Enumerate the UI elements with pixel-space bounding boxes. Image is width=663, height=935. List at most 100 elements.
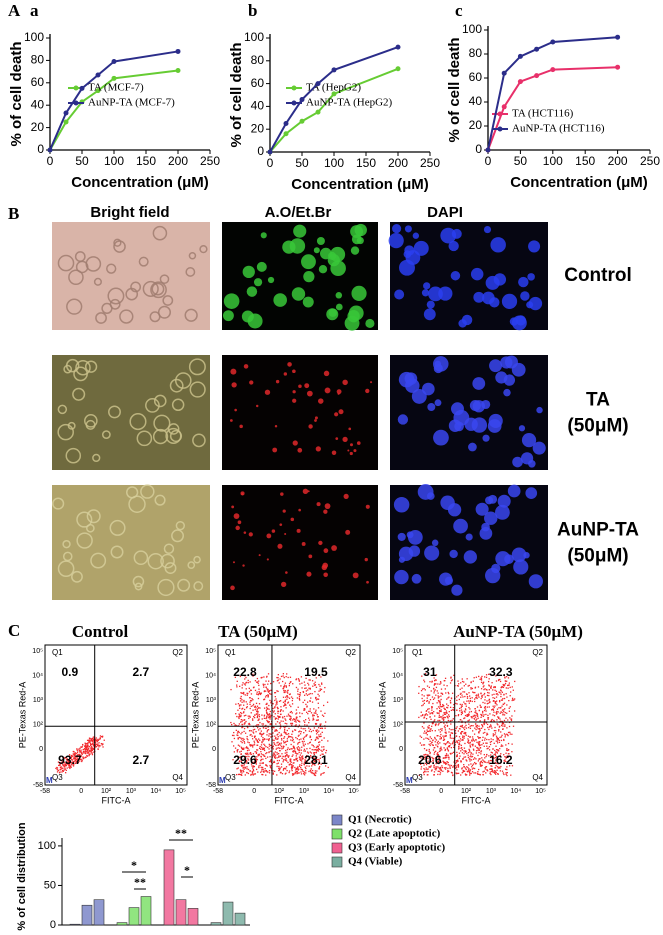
event-dot bbox=[302, 770, 303, 771]
event-dot bbox=[471, 711, 472, 712]
event-dot bbox=[244, 728, 245, 729]
event-dot bbox=[275, 745, 276, 746]
y-tick-label: 20 bbox=[251, 121, 265, 135]
event-dot bbox=[308, 771, 309, 772]
cell bbox=[273, 293, 287, 307]
cell bbox=[350, 452, 353, 455]
event-dot bbox=[268, 740, 269, 741]
event-dot bbox=[276, 763, 277, 764]
event-dot bbox=[320, 728, 321, 729]
event-dot bbox=[432, 681, 433, 682]
event-dot bbox=[482, 774, 483, 775]
event-dot bbox=[471, 725, 472, 726]
x-tick-label: 200 bbox=[608, 154, 628, 168]
event-dot bbox=[302, 769, 303, 770]
event-dot bbox=[468, 769, 469, 770]
cell bbox=[326, 308, 338, 320]
event-dot bbox=[302, 741, 303, 742]
event-dot bbox=[318, 742, 319, 743]
event-dot bbox=[450, 737, 451, 738]
event-dot bbox=[284, 736, 285, 737]
event-dot bbox=[510, 687, 511, 688]
event-dot bbox=[299, 739, 300, 740]
event-dot bbox=[233, 723, 234, 724]
event-dot bbox=[242, 767, 243, 768]
cell bbox=[490, 237, 505, 252]
event-dot bbox=[463, 718, 464, 719]
event-dot bbox=[482, 740, 483, 741]
event-dot bbox=[489, 749, 490, 750]
event-dot bbox=[472, 754, 473, 755]
event-dot bbox=[475, 712, 476, 713]
event-dot bbox=[447, 768, 448, 769]
event-dot bbox=[472, 768, 473, 769]
event-dot bbox=[440, 772, 441, 773]
event-dot bbox=[313, 773, 314, 774]
event-dot bbox=[494, 750, 495, 751]
event-dot bbox=[257, 749, 258, 750]
event-dot bbox=[293, 751, 294, 752]
event-dot bbox=[268, 748, 269, 749]
event-dot bbox=[472, 688, 473, 689]
event-dot bbox=[508, 684, 509, 685]
event-dot bbox=[476, 677, 477, 678]
quadrant-name: Q1 bbox=[225, 648, 236, 657]
event-dot bbox=[471, 752, 472, 753]
event-dot bbox=[324, 713, 325, 714]
event-dot bbox=[237, 681, 238, 682]
event-dot bbox=[257, 708, 258, 709]
event-dot bbox=[422, 726, 423, 727]
event-dot bbox=[467, 771, 468, 772]
event-dot bbox=[468, 749, 469, 750]
event-dot bbox=[494, 730, 495, 731]
event-dot bbox=[298, 679, 299, 680]
event-dot bbox=[479, 720, 480, 721]
event-dot bbox=[427, 714, 428, 715]
event-dot bbox=[504, 720, 505, 721]
event-dot bbox=[310, 679, 311, 680]
event-dot bbox=[448, 714, 449, 715]
event-dot bbox=[442, 736, 443, 737]
event-dot bbox=[248, 715, 249, 716]
event-dot bbox=[480, 751, 481, 752]
event-dot bbox=[305, 687, 306, 688]
cell bbox=[347, 450, 349, 452]
event-dot bbox=[255, 709, 256, 710]
event-dot bbox=[267, 695, 268, 696]
y-tick-label: 10² bbox=[33, 722, 44, 729]
event-dot bbox=[477, 728, 478, 729]
event-dot bbox=[435, 679, 436, 680]
event-dot bbox=[447, 742, 448, 743]
event-dot bbox=[451, 738, 452, 739]
event-dot bbox=[423, 728, 424, 729]
event-dot bbox=[267, 747, 268, 748]
event-dot bbox=[446, 761, 447, 762]
event-dot bbox=[257, 706, 258, 707]
event-dot bbox=[254, 717, 255, 718]
event-dot bbox=[308, 722, 309, 723]
event-dot bbox=[240, 692, 241, 693]
event-dot bbox=[263, 748, 264, 749]
event-dot bbox=[443, 757, 444, 758]
event-dot bbox=[486, 743, 487, 744]
event-dot bbox=[496, 712, 497, 713]
event-dot bbox=[437, 683, 438, 684]
event-dot bbox=[490, 744, 491, 745]
event-dot bbox=[280, 755, 281, 756]
y-tick-label: 0 bbox=[212, 746, 216, 753]
event-dot bbox=[425, 737, 426, 738]
event-dot bbox=[262, 767, 263, 768]
event-dot bbox=[445, 712, 446, 713]
event-dot bbox=[422, 714, 423, 715]
event-dot bbox=[445, 678, 446, 679]
event-dot bbox=[493, 694, 494, 695]
event-dot bbox=[316, 770, 317, 771]
event-dot bbox=[241, 713, 242, 714]
event-dot bbox=[474, 762, 475, 763]
event-dot bbox=[421, 768, 422, 769]
y-tick-label: 100 bbox=[24, 30, 44, 44]
event-dot bbox=[318, 734, 319, 735]
event-dot bbox=[432, 712, 433, 713]
event-dot bbox=[502, 771, 503, 772]
event-dot bbox=[293, 739, 294, 740]
